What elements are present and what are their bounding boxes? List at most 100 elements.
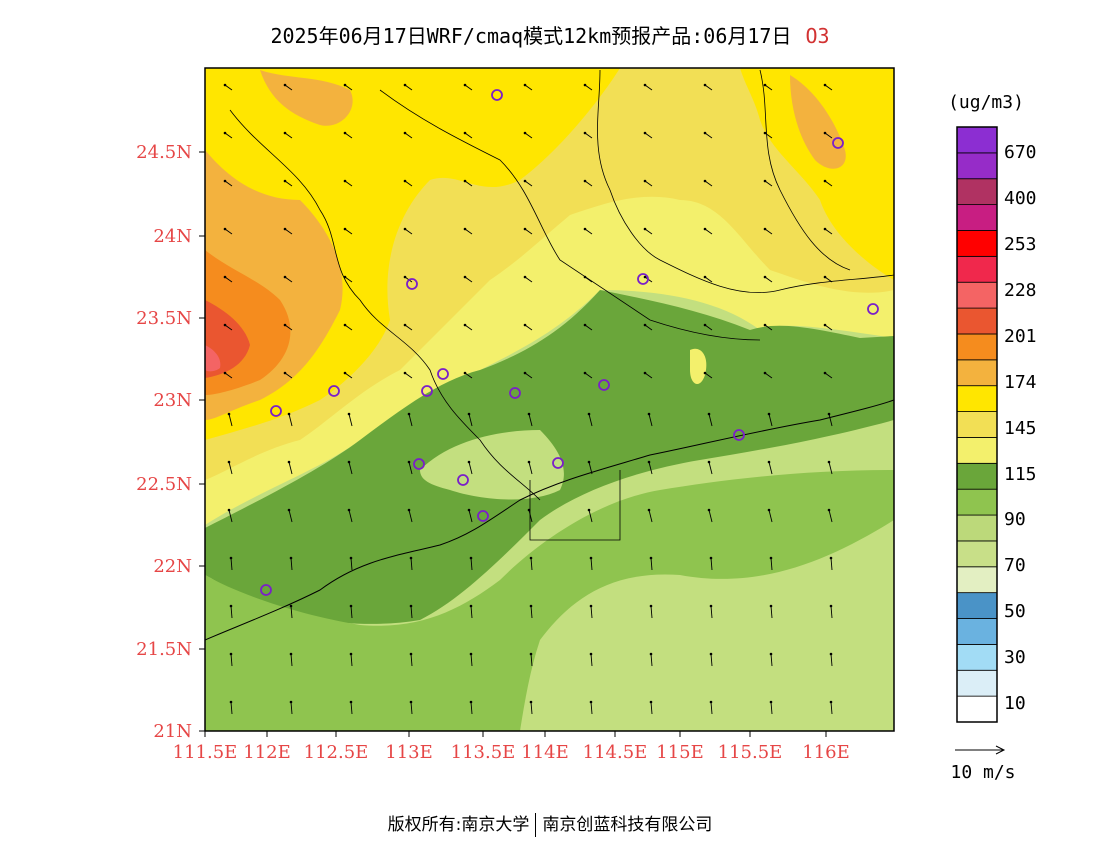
legend-swatch	[956, 333, 998, 361]
wind-arrow	[350, 653, 353, 667]
wind-arrow-head	[463, 323, 467, 327]
lon-tick-label: 113E	[385, 742, 433, 763]
wind-arrow-head	[823, 371, 827, 375]
wind-arrow	[648, 461, 653, 475]
station-marker	[270, 405, 282, 417]
wind-arrow	[710, 701, 713, 715]
legend-swatch	[956, 204, 998, 231]
wind-arrow-head	[767, 460, 771, 464]
wind-arrow	[350, 701, 353, 715]
wind-arrow-head	[703, 371, 707, 375]
wind-arrow-head	[409, 700, 413, 704]
wind-arrow-head	[527, 412, 531, 416]
wind-arrow-head	[643, 83, 647, 87]
wind-arrow-head	[583, 131, 587, 135]
wind-arrow	[828, 461, 833, 475]
wind-arrow	[530, 653, 533, 667]
wind-arrow	[708, 413, 713, 427]
wind-arrow	[704, 84, 713, 91]
legend-swatch	[956, 307, 998, 335]
wind-arrow-head	[343, 83, 347, 87]
station-marker	[509, 387, 521, 399]
legend-label: 253	[1004, 234, 1037, 255]
wind-arrow	[524, 132, 533, 139]
wind-arrow-head	[589, 652, 593, 656]
wind-arrow	[764, 228, 773, 235]
wind-arrow-head	[587, 460, 591, 464]
legend-swatch	[956, 437, 998, 464]
boundary-line-3	[597, 69, 894, 294]
wind-arrow	[824, 276, 833, 283]
footer-right: 南京创蓝科技有限公司	[542, 815, 713, 835]
wind-arrow	[704, 324, 713, 331]
wind-arrow	[644, 132, 653, 139]
wind-arrow-head	[763, 275, 767, 279]
legend-label: 174	[1004, 372, 1037, 393]
wind-arrow	[284, 132, 293, 139]
wind-arrow	[584, 228, 593, 235]
wind-arrow-head	[529, 700, 533, 704]
wind-arrow	[404, 228, 413, 235]
wind-arrow	[348, 461, 353, 475]
wind-arrow	[470, 701, 473, 715]
legend-label: 30	[1004, 647, 1026, 668]
wind-arrow-head	[349, 652, 353, 656]
station-marker	[328, 385, 340, 397]
wind-arrow	[230, 557, 233, 571]
wind-arrow	[644, 84, 653, 91]
wind-arrow-head	[823, 83, 827, 87]
wind-arrow	[464, 276, 473, 283]
wind-arrow-head	[229, 556, 233, 560]
wind-arrow	[408, 509, 413, 523]
wind-arrow-head	[703, 83, 707, 87]
wind-arrow-head	[227, 460, 231, 464]
wind-arrow-head	[343, 323, 347, 327]
lon-tick-label: 114.5E	[583, 742, 648, 763]
legend-label: 90	[1004, 509, 1026, 530]
wind-arrow-head	[289, 556, 293, 560]
wind-arrow	[224, 276, 233, 283]
title-text: 2025年06月17日WRF/cmaq模式12km预报产品:06月17日	[270, 24, 792, 48]
legend-label: 70	[1004, 555, 1026, 576]
wind-arrow-head	[409, 652, 413, 656]
wind-arrow	[824, 180, 833, 187]
wind-arrow	[224, 84, 233, 91]
wind-arrow	[830, 653, 833, 667]
wind-arrow-head	[347, 460, 351, 464]
wind-arrow-head	[287, 460, 291, 464]
wind-arrow-head	[223, 371, 227, 375]
wind-arrow-head	[229, 604, 233, 608]
wind-arrow-head	[283, 131, 287, 135]
wind-arrow	[410, 605, 413, 619]
field-patch-115-inland	[690, 348, 707, 385]
wind-arrow	[224, 180, 233, 187]
wind-arrow-head	[469, 604, 473, 608]
wind-arrow-head	[527, 508, 531, 512]
wind-arrow-head	[347, 412, 351, 416]
wind-arrow	[524, 372, 533, 379]
legend-label: 400	[1004, 188, 1037, 209]
wind-arrow-head	[583, 275, 587, 279]
wind-arrow	[828, 413, 833, 427]
wind-arrow-head	[823, 227, 827, 231]
station-marker	[421, 385, 433, 397]
wind-arrow-head	[287, 508, 291, 512]
wind-arrow-head	[523, 227, 527, 231]
wind-arrow-head	[467, 508, 471, 512]
wind-arrow	[644, 372, 653, 379]
wind-arrow-head	[403, 275, 407, 279]
wind-arrow	[764, 324, 773, 331]
wind-arrow-head	[829, 556, 833, 560]
wind-arrow-head	[349, 556, 353, 560]
wind-arrow	[350, 605, 353, 619]
wind-arrow	[588, 461, 593, 475]
wind-arrow	[824, 84, 833, 91]
station-marker	[413, 458, 425, 470]
station-marker	[733, 429, 745, 441]
legend-frame	[956, 126, 998, 723]
wind-arrow	[768, 509, 773, 523]
wind-arrow-head	[823, 179, 827, 183]
wind-arrow-head	[467, 412, 471, 416]
wind-arrow	[224, 132, 233, 139]
wind-arrow-head	[223, 131, 227, 135]
